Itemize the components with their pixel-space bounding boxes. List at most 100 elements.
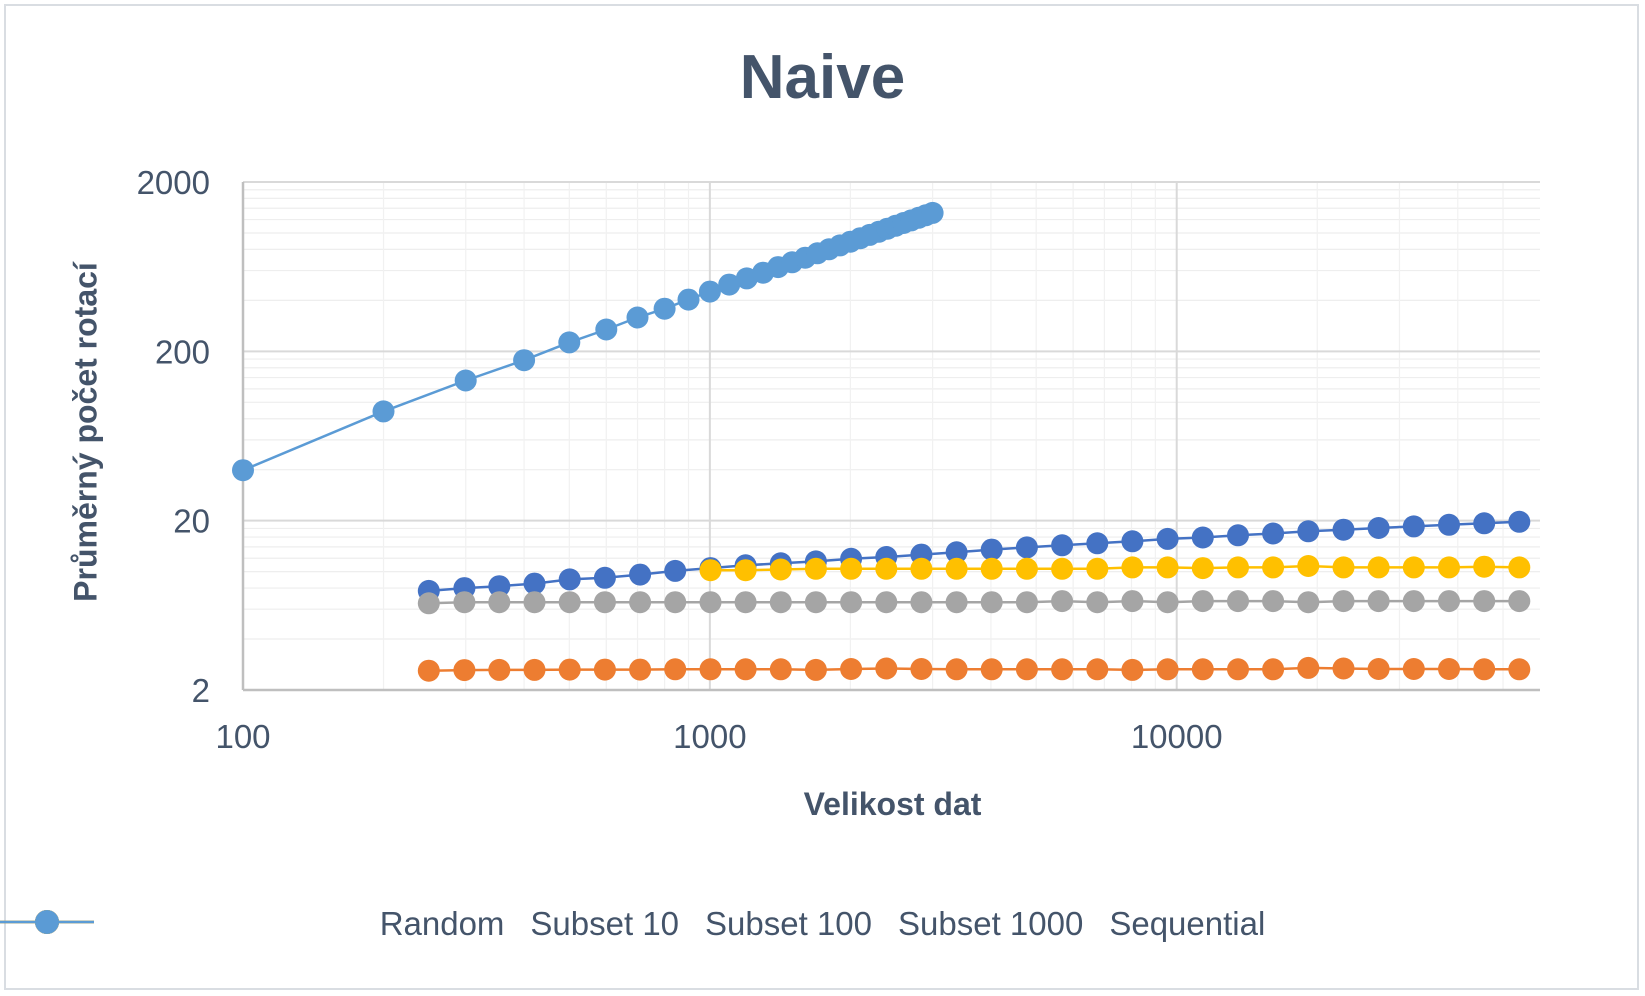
data-point-sequential	[698, 280, 721, 303]
data-point-subset-1000	[1473, 555, 1496, 578]
data-point-subset-100	[1473, 590, 1496, 613]
data-point-subset-10	[1473, 658, 1496, 681]
x-axis-title: Velikost dat	[803, 786, 982, 822]
x-tick-label: 100	[215, 718, 270, 755]
data-point-random	[629, 563, 652, 586]
data-point-subset-10	[488, 658, 511, 681]
series-sequential	[232, 201, 944, 482]
data-point-subset-100	[1402, 590, 1425, 613]
x-tick-label: 10000	[1131, 718, 1223, 755]
data-point-random	[1191, 526, 1214, 549]
data-point-subset-1000	[1332, 556, 1355, 579]
data-point-subset-10	[734, 658, 757, 681]
data-point-subset-100	[1367, 590, 1390, 613]
data-point-subset-10	[1508, 658, 1531, 681]
data-point-subset-10	[629, 658, 652, 681]
data-point-subset-1000	[875, 557, 898, 580]
data-point-random	[1332, 518, 1355, 541]
data-point-sequential	[626, 306, 649, 329]
data-point-subset-1000	[1086, 557, 1109, 580]
data-point-subset-100	[523, 591, 546, 614]
y-tick-label: 20	[173, 503, 210, 540]
minor-gridlines	[243, 182, 1540, 690]
data-point-subset-100	[875, 591, 898, 614]
data-point-subset-100	[804, 591, 827, 614]
data-point-subset-10	[1332, 657, 1355, 680]
data-point-random	[664, 559, 687, 582]
data-point-sequential	[595, 318, 618, 341]
data-point-subset-10	[1015, 658, 1038, 681]
data-point-sequential	[372, 400, 395, 423]
data-point-subset-10	[875, 657, 898, 680]
data-point-subset-1000	[769, 558, 792, 581]
data-point-subset-1000	[945, 557, 968, 580]
data-point-subset-100	[417, 592, 440, 615]
data-point-subset-1000	[1156, 556, 1179, 579]
data-point-subset-1000	[1508, 556, 1531, 579]
data-point-subset-100	[1086, 591, 1109, 614]
data-point-subset-100	[488, 591, 511, 614]
data-point-subset-10	[558, 658, 581, 681]
data-point-subset-1000	[699, 559, 722, 582]
data-point-subset-1000	[1227, 556, 1249, 579]
data-point-subset-100	[1015, 591, 1038, 614]
data-point-subset-10	[699, 658, 722, 681]
data-point-subset-10	[593, 658, 616, 681]
data-point-sequential	[558, 331, 581, 354]
data-point-subset-100	[1121, 590, 1144, 613]
y-axis-title: Průměrný počet rotací	[67, 262, 104, 602]
data-point-random	[1121, 530, 1144, 553]
major-gridlines	[242, 181, 1540, 691]
data-point-sequential	[677, 288, 700, 311]
series-line-random	[428, 520, 1520, 593]
data-point-subset-10	[1227, 658, 1249, 681]
data-point-subset-1000	[1297, 555, 1320, 577]
chart-frame	[4, 4, 1639, 990]
data-point-sequential	[653, 297, 676, 320]
data-point-sequential	[232, 459, 254, 482]
data-point-subset-100	[1156, 591, 1179, 614]
data-point-subset-100	[664, 591, 687, 614]
data-point-subset-1000	[804, 557, 827, 580]
data-point-subset-10	[1438, 658, 1460, 680]
y-tick-label: 2000	[137, 164, 210, 201]
data-point-subset-100	[593, 591, 616, 614]
data-point-subset-100	[1438, 590, 1460, 613]
data-point-subset-1000	[1367, 556, 1390, 579]
legend-item-subset-1000: Subset 1000	[0, 905, 1084, 943]
data-point-subset-10	[840, 658, 863, 680]
data-point-subset-100	[1191, 590, 1214, 613]
data-point-subset-10	[945, 658, 968, 681]
series-line-subset-1000	[710, 564, 1520, 572]
data-point-random	[1015, 536, 1038, 559]
data-point-subset-1000	[910, 557, 933, 580]
chart-title: Naive	[739, 43, 906, 112]
data-point-subset-10	[769, 658, 792, 681]
axes	[241, 182, 1540, 692]
data-point-subset-10	[910, 658, 933, 680]
data-point-subset-100	[980, 591, 1003, 614]
tick-labels: 2 20 200 2000 100 1000 10000	[137, 164, 1223, 755]
legend-marker-sequential	[0, 910, 94, 934]
data-point-subset-1000	[734, 559, 757, 582]
data-point-subset-10	[1121, 658, 1144, 681]
legend-item-random: Random	[0, 905, 505, 943]
data-point-random	[1438, 513, 1460, 536]
data-point-random	[1367, 517, 1390, 539]
legend-label-subset-1000: Subset 1000	[898, 905, 1084, 942]
legend-label-subset-100: Subset 100	[705, 905, 873, 942]
data-point-subset-10	[1367, 658, 1390, 680]
data-point-random	[1473, 512, 1496, 535]
data-point-subset-100	[734, 591, 757, 614]
data-point-subset-100	[1332, 590, 1355, 613]
data-point-random	[593, 566, 616, 589]
data-point-subset-1000	[1262, 556, 1285, 579]
data-point-sequential	[513, 349, 536, 372]
legend-label-random: Random	[379, 905, 505, 942]
data-point-random	[1402, 515, 1425, 538]
data-point-subset-1000	[1438, 556, 1460, 579]
data-point-subset-10	[1191, 658, 1214, 681]
data-point-subset-100	[840, 591, 863, 614]
data-point-subset-100	[1508, 590, 1531, 613]
